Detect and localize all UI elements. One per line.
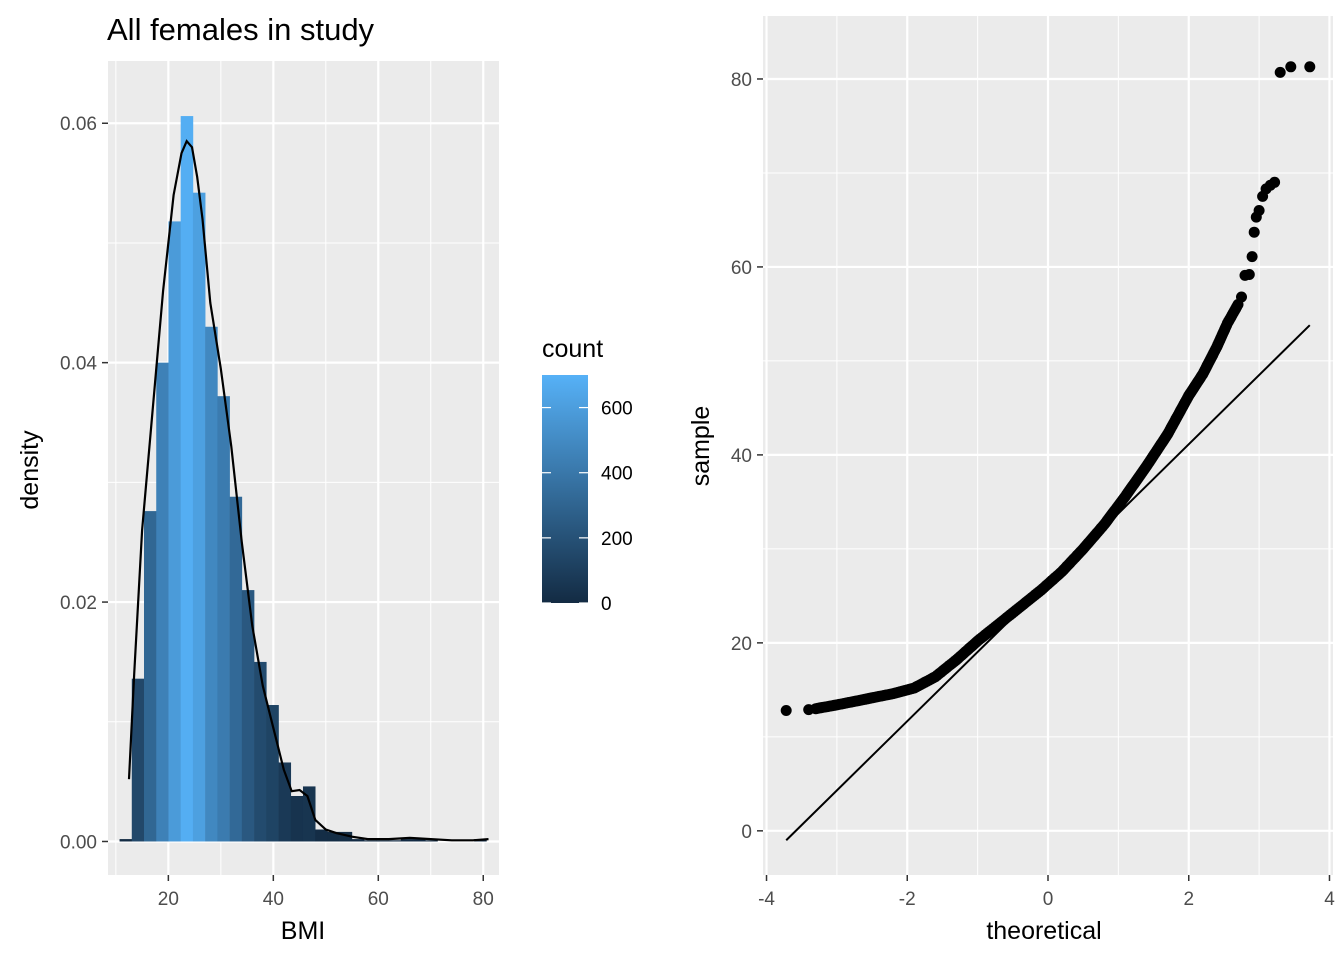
legend-tick-label: 600 — [601, 399, 633, 420]
x-tick-label: 2 — [1183, 889, 1194, 910]
qq-point — [1248, 226, 1260, 238]
histogram-bar — [413, 839, 426, 842]
histogram-bar — [351, 839, 365, 842]
histogram-bar — [400, 839, 414, 842]
histogram-bars — [119, 116, 487, 842]
legend-tick-label: 200 — [601, 529, 633, 550]
histogram-bar — [241, 590, 255, 842]
y-tick-label: 0 — [741, 822, 752, 843]
x-tick-label: 0 — [1043, 889, 1054, 910]
x-axis-ticks: -4 -2 0 2 4 — [758, 875, 1335, 910]
histogram-bar — [205, 326, 218, 842]
qq-point — [803, 704, 815, 716]
histogram-bar — [364, 840, 377, 842]
histogram-bar — [327, 831, 340, 842]
y-axis-ticks: 0.00 0.02 0.04 0.06 — [60, 114, 108, 853]
y-tick-label: 0.02 — [60, 593, 97, 614]
qq-point — [1253, 205, 1265, 216]
histogram-bar — [217, 396, 230, 842]
histogram-bar — [156, 362, 169, 842]
y-tick-label: 0.04 — [60, 354, 97, 375]
qq-point — [1243, 269, 1255, 280]
histogram-bar — [180, 116, 194, 842]
qq-point — [1285, 61, 1297, 73]
chart-title: All females in study — [107, 12, 375, 47]
histogram-bar — [119, 839, 133, 842]
x-tick-label: -2 — [899, 889, 916, 910]
y-tick-label: 0.00 — [60, 832, 97, 853]
x-tick-label: 40 — [263, 889, 284, 910]
y-axis-ticks: 0 20 40 60 80 — [731, 70, 763, 843]
legend-colorbar — [542, 375, 588, 603]
x-axis-title: theoretical — [986, 917, 1101, 945]
histogram-bar — [192, 192, 206, 842]
x-tick-label: 20 — [158, 889, 179, 910]
y-axis-title: sample — [687, 406, 715, 487]
qq-point — [1246, 251, 1258, 263]
qq-point — [1269, 176, 1281, 188]
x-axis-title: BMI — [281, 917, 325, 945]
qq-plot: -4 -2 0 2 4 0 20 40 60 80 theoretical sample — [687, 16, 1335, 945]
histogram-bar — [339, 831, 353, 842]
x-tick-label: 80 — [473, 889, 494, 910]
x-tick-label: 60 — [368, 889, 389, 910]
y-axis-title: density — [16, 430, 44, 510]
histogram-bar — [131, 678, 145, 842]
legend-tick-label: 400 — [601, 464, 633, 485]
qq-point — [780, 705, 792, 716]
qq-point — [1236, 291, 1247, 303]
y-tick-label: 60 — [731, 258, 752, 279]
x-axis-ticks: 20 40 60 80 — [158, 875, 494, 910]
histogram-bar — [376, 840, 389, 842]
histogram-bar — [144, 511, 157, 842]
histogram-bar — [425, 840, 438, 842]
y-tick-label: 0.06 — [60, 114, 97, 135]
x-tick-label: -4 — [758, 889, 775, 910]
x-tick-label: 4 — [1324, 889, 1335, 910]
y-tick-label: 80 — [731, 70, 752, 91]
qq-reference-line — [785, 324, 1311, 841]
grid-lines — [763, 16, 1333, 875]
color-legend: count 0 200 400 600 — [542, 335, 633, 615]
density-curve — [127, 139, 489, 842]
y-tick-label: 20 — [731, 634, 752, 655]
qq-point — [1304, 61, 1316, 73]
histogram-bar — [388, 840, 402, 842]
histogram-bar — [229, 496, 243, 842]
y-tick-label: 40 — [731, 446, 752, 467]
histogram-bar — [315, 829, 328, 842]
histogram-bar — [302, 786, 316, 842]
legend-ticks: 0 200 400 600 — [542, 399, 633, 615]
histogram-chart: All females in study 20 40 60 80 0.000.020.… — [16, 12, 633, 945]
histogram-bar — [168, 221, 181, 842]
legend-tick-label: 0 — [601, 594, 612, 615]
histogram-bar — [254, 661, 267, 842]
legend-title: count — [542, 335, 603, 363]
histogram-bar — [290, 795, 304, 842]
qq-points — [780, 61, 1316, 716]
qq-point — [1274, 66, 1286, 78]
